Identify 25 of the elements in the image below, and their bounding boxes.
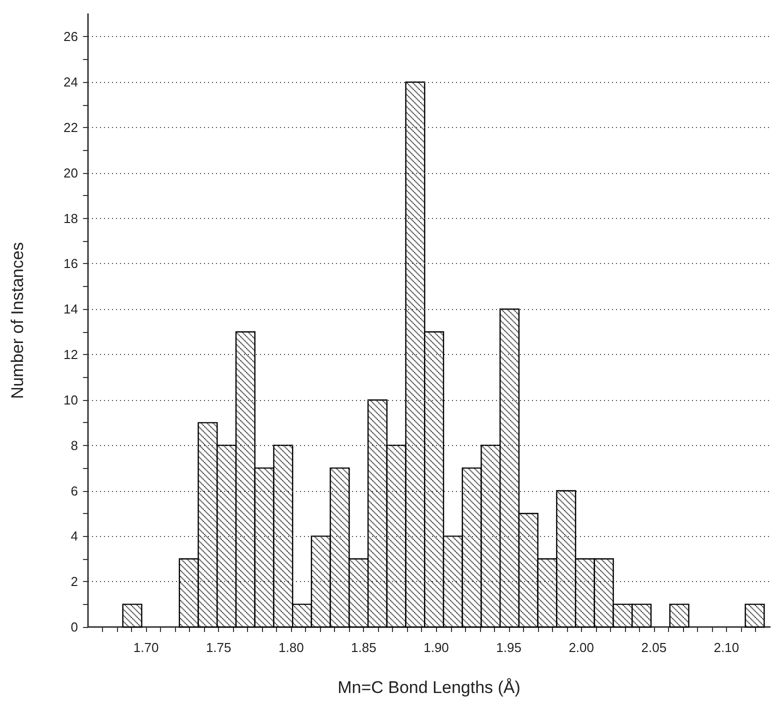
x-tick-label: 1.90 xyxy=(424,640,449,655)
y-tick-label: 12 xyxy=(64,347,78,362)
x-tick-label: 1.85 xyxy=(351,640,376,655)
y-tick-label: 2 xyxy=(70,574,78,590)
y-tick-label: 18 xyxy=(64,210,78,226)
y-tick-label: 14 xyxy=(64,302,78,317)
x-tick-label: 2.00 xyxy=(568,640,594,655)
y-tick-label: 24 xyxy=(64,74,78,90)
y-tick-label: 10 xyxy=(64,392,78,408)
y-tick-label: 26 xyxy=(64,29,78,44)
x-tick-label: 1.75 xyxy=(206,640,232,655)
x-tick-label: 2.05 xyxy=(641,640,667,655)
y-tick-label: 22 xyxy=(64,120,78,136)
y-tick-label: 0 xyxy=(70,620,78,634)
y-tick-label: 16 xyxy=(64,256,78,272)
x-tick-label: 1.80 xyxy=(278,640,304,655)
x-tick-label: 1.70 xyxy=(133,640,159,655)
y-tick-label: 8 xyxy=(70,438,78,453)
y-axis-title: Number of Instances xyxy=(8,242,27,399)
x-axis-title: Mn=C Bond Lengths (Å) xyxy=(338,678,520,697)
x-tick-label: 1.95 xyxy=(496,640,522,655)
y-tick-label: 4 xyxy=(70,528,78,544)
y-tick-label: 6 xyxy=(70,483,78,498)
x-tick-label: 2.10 xyxy=(714,640,740,655)
y-tick-label: 20 xyxy=(64,165,78,180)
